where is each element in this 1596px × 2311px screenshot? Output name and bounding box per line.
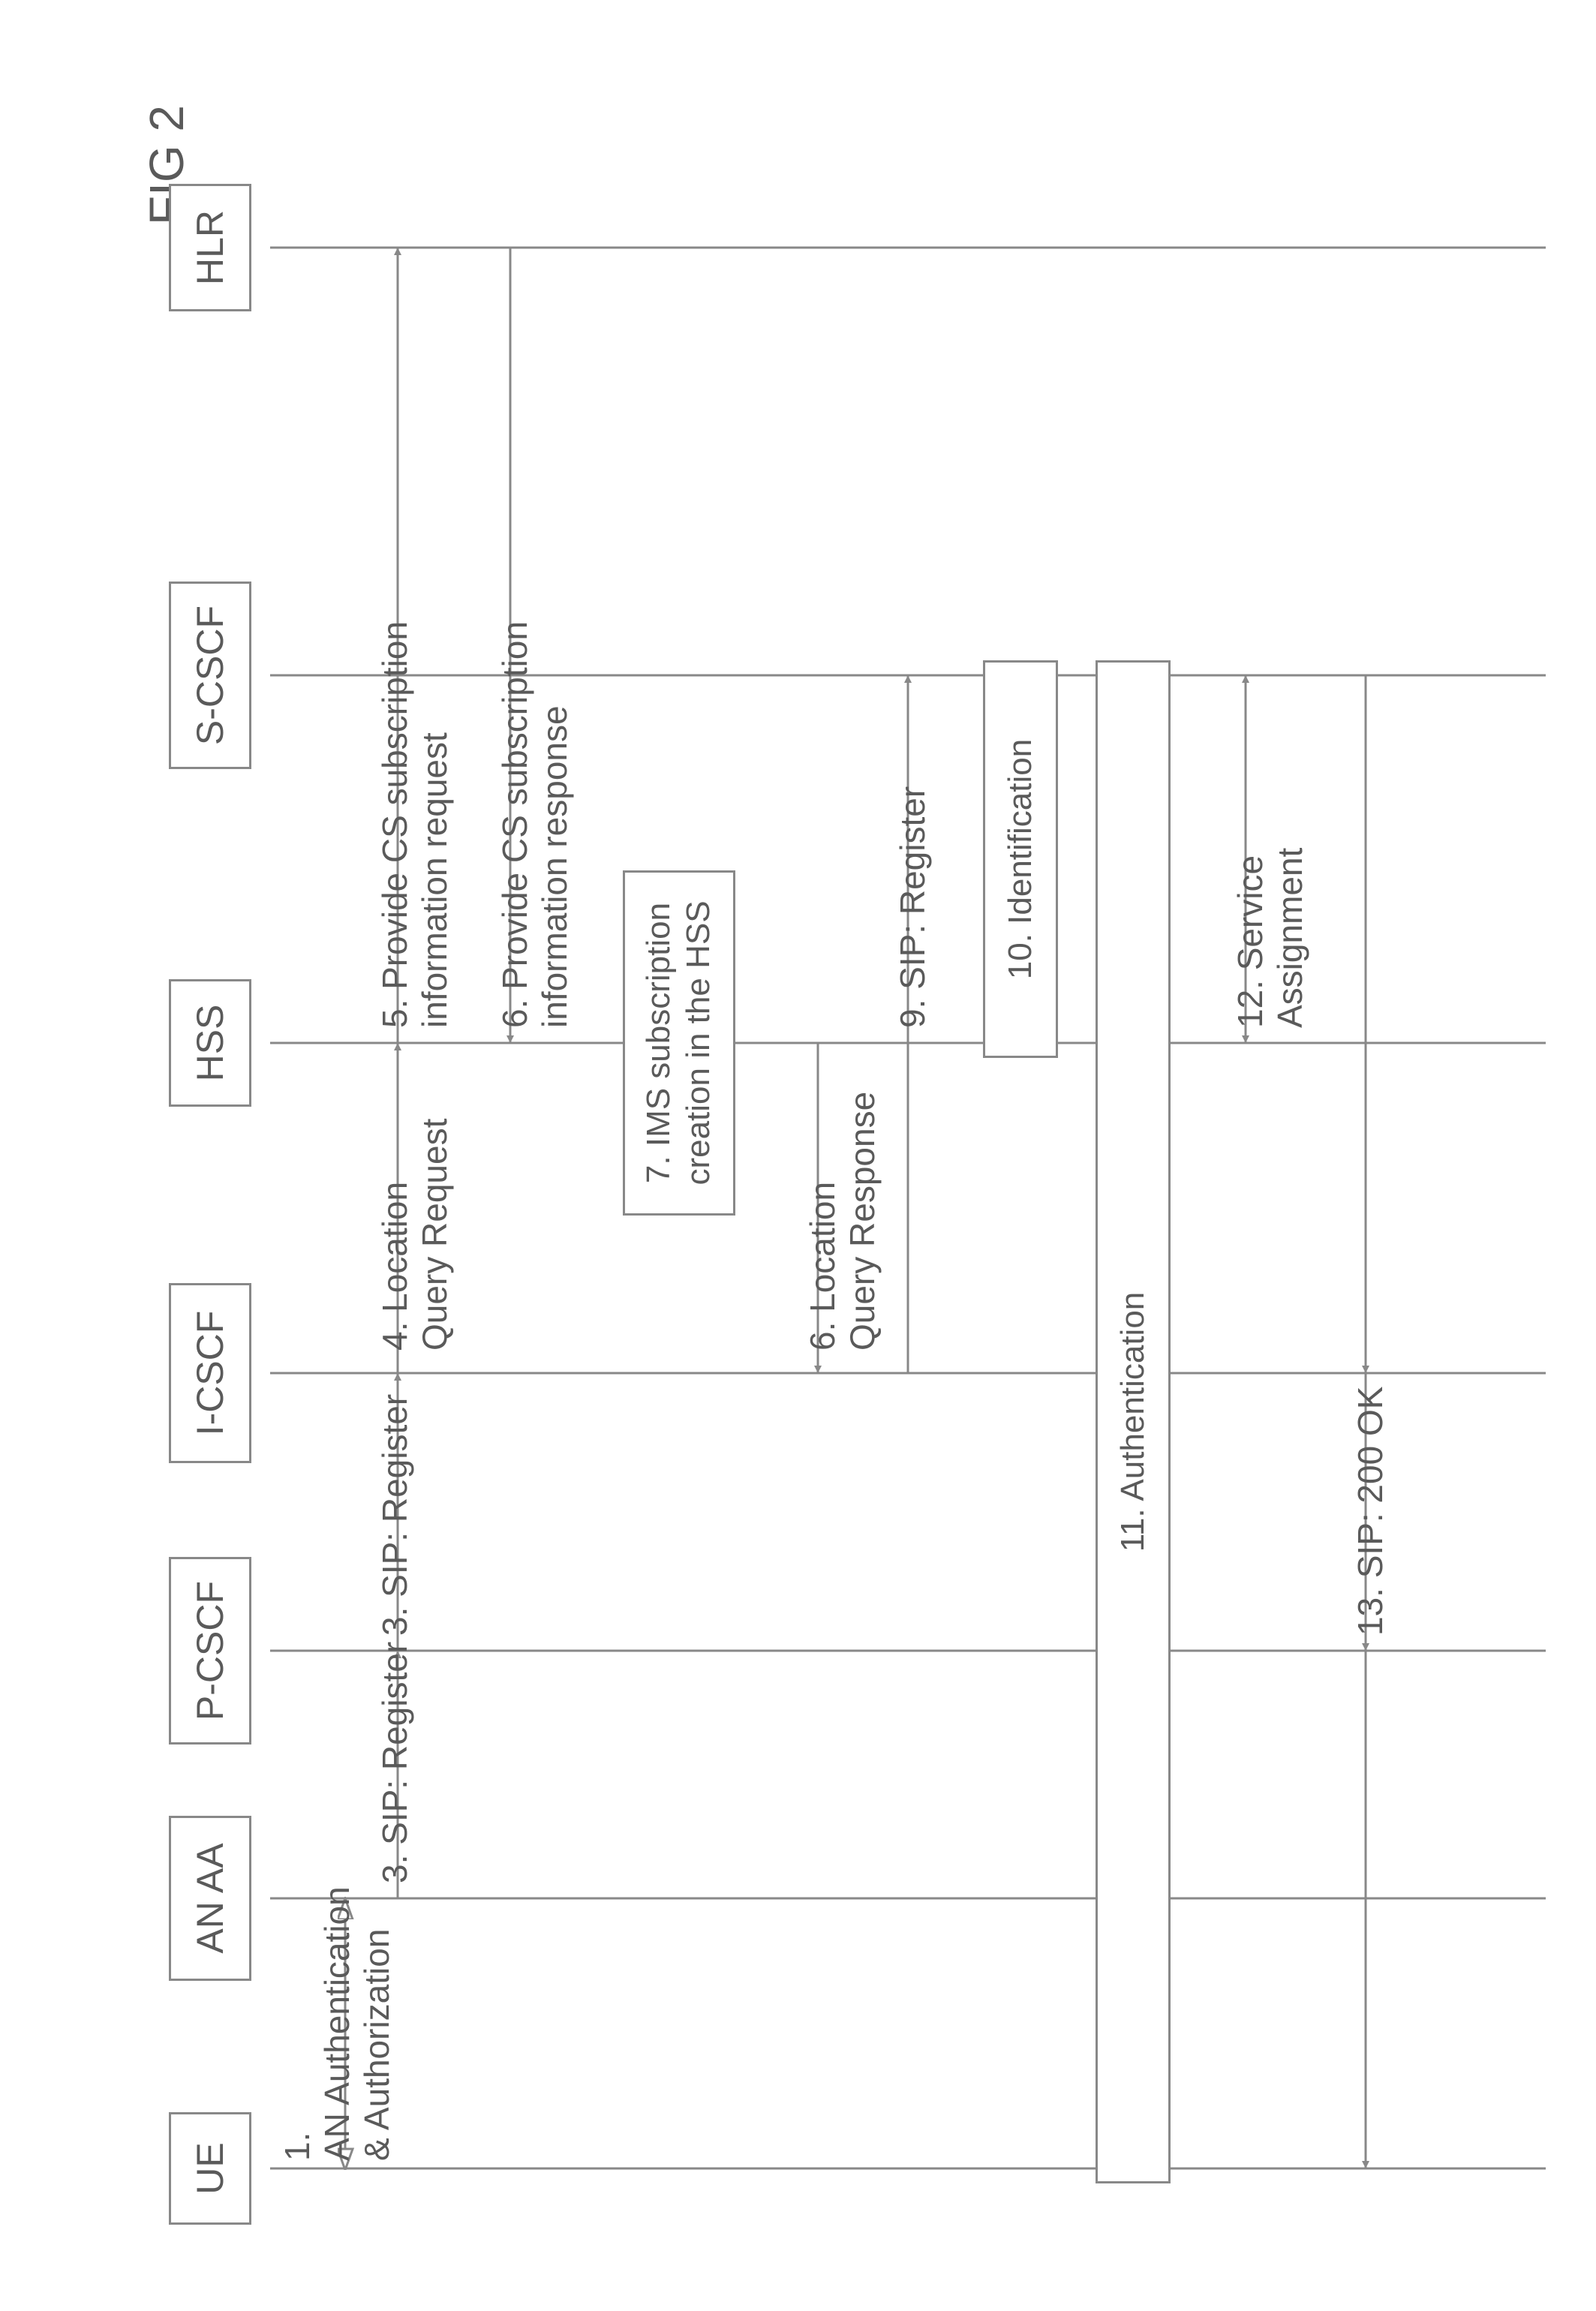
step-box-b7: 7. IMS subscription creation in the HSS xyxy=(623,870,735,1216)
node-icscf: I-CSCF xyxy=(169,1283,251,1463)
node-hlr: HLR xyxy=(169,184,251,311)
step-box-label-b11: 11. Authentication xyxy=(1114,1292,1153,1552)
node-label-anaa: AN AA xyxy=(188,1843,232,1953)
msg-label-m4: 4. Location Query Request xyxy=(375,1119,455,1351)
msg-label-m1: 1. AN Authentication & Authorization xyxy=(278,1886,397,2161)
node-ue: UE xyxy=(169,2112,251,2225)
step-box-b11: 11. Authentication xyxy=(1096,660,1171,2183)
node-anaa: AN AA xyxy=(169,1816,251,1981)
node-label-hss: HSS xyxy=(188,1005,232,1082)
msg-label-m2a: 3. SIP: Register xyxy=(375,1642,415,1883)
node-label-pcscf: P-CSCF xyxy=(188,1581,232,1720)
node-pcscf: P-CSCF xyxy=(169,1557,251,1745)
node-label-scscf: S-CSCF xyxy=(188,606,232,745)
node-scscf: S-CSCF xyxy=(169,582,251,769)
msg-label-m12: 12. Service Assignment xyxy=(1231,848,1310,1028)
msg-label-m9: 9. SIP: Register xyxy=(893,786,933,1028)
diagram-canvas: FIG 2 UEAN AAP-CSCFI-CSCFHSSS-CSCFHLR 7.… xyxy=(0,0,1596,2311)
step-box-label-b7: 7. IMS subscription creation in the HSS xyxy=(639,900,719,1185)
node-label-icscf: I-CSCF xyxy=(188,1311,232,1436)
msg-label-m6: 6. Provide CS subscription information r… xyxy=(495,621,575,1028)
step-box-label-b10: 10. Identification xyxy=(1001,739,1041,979)
step-box-b10: 10. Identification xyxy=(983,660,1058,1058)
msg-label-m5: 5. Provide CS subscription information r… xyxy=(375,621,455,1028)
node-label-hlr: HLR xyxy=(188,210,232,285)
msg-label-m8: 6. Location Query Response xyxy=(803,1092,882,1351)
node-label-ue: UE xyxy=(188,2142,232,2194)
msg-label-m2b: 3. SIP: Register xyxy=(375,1394,415,1636)
node-hss: HSS xyxy=(169,979,251,1107)
msg-label-m13c: 13. SIP: 200 OK xyxy=(1351,1387,1390,1636)
